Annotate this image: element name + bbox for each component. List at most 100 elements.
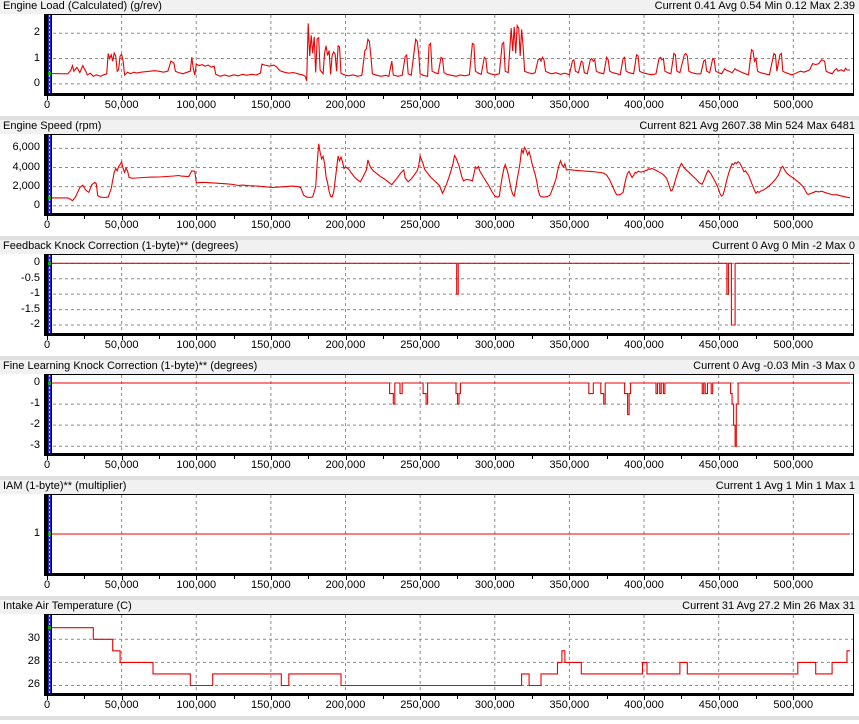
x-tick-mark xyxy=(793,216,795,220)
x-tick-label: 100,000 xyxy=(176,699,217,711)
x-tick-mark xyxy=(644,456,646,460)
x-tick-label: 200,000 xyxy=(325,339,366,351)
cursor-marker[interactable] xyxy=(47,255,52,333)
x-tick-mark xyxy=(270,216,272,220)
chart-title: Engine Speed (rpm) xyxy=(3,120,102,132)
x-tick-mark xyxy=(644,696,646,700)
series-line xyxy=(47,382,850,447)
x-tick-mark xyxy=(84,96,86,99)
plot-feedback-knock[interactable] xyxy=(44,254,854,336)
x-tick-mark xyxy=(158,96,160,99)
chart-block-engine-speed: Engine Speed (rpm) Current 821 Avg 2607.… xyxy=(0,120,859,240)
x-tick-label: 350,000 xyxy=(549,99,590,111)
x-tick-mark xyxy=(270,456,272,460)
x-tick-mark xyxy=(457,336,459,339)
x-tick-mark xyxy=(196,576,198,580)
chart-title: Engine Load (Calculated) (g/rev) xyxy=(3,0,162,12)
y-axis-labels: 6,000 4,000 2,000 0 xyxy=(0,134,44,216)
x-tick-mark xyxy=(755,696,757,699)
x-tick-mark xyxy=(420,216,422,220)
x-tick-mark xyxy=(606,216,608,219)
x-tick-mark xyxy=(382,456,384,459)
x-tick-mark xyxy=(308,696,310,699)
x-tick-mark xyxy=(121,696,123,700)
x-tick-mark xyxy=(84,696,86,699)
x-tick-mark xyxy=(233,456,235,459)
cursor-marker[interactable] xyxy=(47,135,52,213)
x-tick-label: 500,000 xyxy=(773,99,814,111)
x-tick-label: 250,000 xyxy=(400,699,441,711)
x-tick-label: 250,000 xyxy=(400,579,441,591)
x-tick-mark xyxy=(532,696,534,699)
y-tick-label: 6,000 xyxy=(12,141,40,154)
x-tick-mark xyxy=(382,696,384,699)
series-line xyxy=(47,143,851,202)
x-tick-mark xyxy=(457,96,459,99)
x-tick-label: 350,000 xyxy=(549,459,590,471)
x-tick-mark xyxy=(494,96,496,100)
plot-engine-speed[interactable] xyxy=(44,134,854,216)
x-axis-labels: 0 50,000 100,000 150,000 200,000 250,000 300,0… xyxy=(0,576,859,596)
cursor-marker[interactable] xyxy=(47,375,52,453)
x-tick-label: 100,000 xyxy=(176,459,217,471)
x-tick-mark xyxy=(47,216,48,220)
x-tick-label: 100,000 xyxy=(176,579,217,591)
x-tick-label: 400,000 xyxy=(624,99,664,111)
x-tick-mark xyxy=(569,216,571,220)
chart-titlebar: Engine Speed (rpm) Current 821 Avg 2607.… xyxy=(0,120,859,134)
chart-separator xyxy=(0,476,859,480)
x-tick-mark xyxy=(47,456,48,460)
x-tick-mark xyxy=(494,696,496,700)
x-tick-label: 50,000 xyxy=(104,99,139,111)
cursor-marker[interactable] xyxy=(47,495,52,573)
x-tick-mark xyxy=(308,576,310,579)
gridlines xyxy=(47,135,853,213)
x-tick-mark xyxy=(382,336,384,339)
x-tick-label: 350,000 xyxy=(549,219,590,231)
x-axis-labels: 0 50,000 100,000 150,000 200,000 250,000 300,0… xyxy=(0,336,859,356)
x-tick-mark xyxy=(345,576,347,580)
y-tick-label: 30 xyxy=(27,632,40,645)
plot-fine-knock[interactable] xyxy=(44,374,854,456)
x-tick-mark xyxy=(569,456,571,460)
x-tick-label: 50,000 xyxy=(104,339,139,351)
series-line xyxy=(47,627,850,687)
x-tick-label: 0 xyxy=(43,459,51,471)
x-tick-mark xyxy=(681,336,683,339)
plot-iam[interactable] xyxy=(44,494,854,576)
plot-engine-load[interactable] xyxy=(44,14,854,96)
x-tick-label: 500,000 xyxy=(773,459,814,471)
x-tick-mark xyxy=(532,96,534,99)
x-tick-label: 0 xyxy=(43,339,51,351)
x-tick-mark xyxy=(308,336,310,339)
y-tick-label: 1 xyxy=(33,527,40,539)
y-tick-label: 0 xyxy=(33,376,40,388)
x-tick-label: 150,000 xyxy=(250,219,291,231)
x-tick-mark xyxy=(793,96,795,100)
x-tick-label: 500,000 xyxy=(773,339,814,351)
cursor-marker[interactable] xyxy=(47,15,52,93)
x-tick-label: 450,000 xyxy=(698,339,739,351)
x-tick-label: 50,000 xyxy=(104,459,139,471)
x-tick-mark xyxy=(681,576,683,579)
x-tick-label: 300,000 xyxy=(474,219,515,231)
x-tick-label: 0 xyxy=(43,219,51,231)
x-axis-labels: 0 50,000 100,000 150,000 200,000 250,000 300,0… xyxy=(0,216,859,236)
plot-border xyxy=(44,134,854,216)
x-tick-mark xyxy=(196,96,198,100)
y-tick-label: 0 xyxy=(33,256,40,269)
chart-separator xyxy=(0,116,859,120)
x-tick-mark xyxy=(233,696,235,699)
x-tick-label: 200,000 xyxy=(325,579,366,591)
x-tick-mark xyxy=(420,96,422,100)
cursor-marker[interactable] xyxy=(47,615,52,693)
x-tick-mark xyxy=(793,336,795,340)
y-tick-label: -0.5 xyxy=(21,271,40,284)
x-tick-mark xyxy=(457,576,459,579)
x-tick-mark xyxy=(718,96,720,100)
plot-intake-air-temp[interactable] xyxy=(44,614,854,696)
chart-titlebar: Fine Learning Knock Correction (1-byte)*… xyxy=(0,360,859,374)
x-tick-mark xyxy=(84,576,86,579)
plot-border xyxy=(44,254,854,336)
x-tick-mark xyxy=(121,96,123,100)
